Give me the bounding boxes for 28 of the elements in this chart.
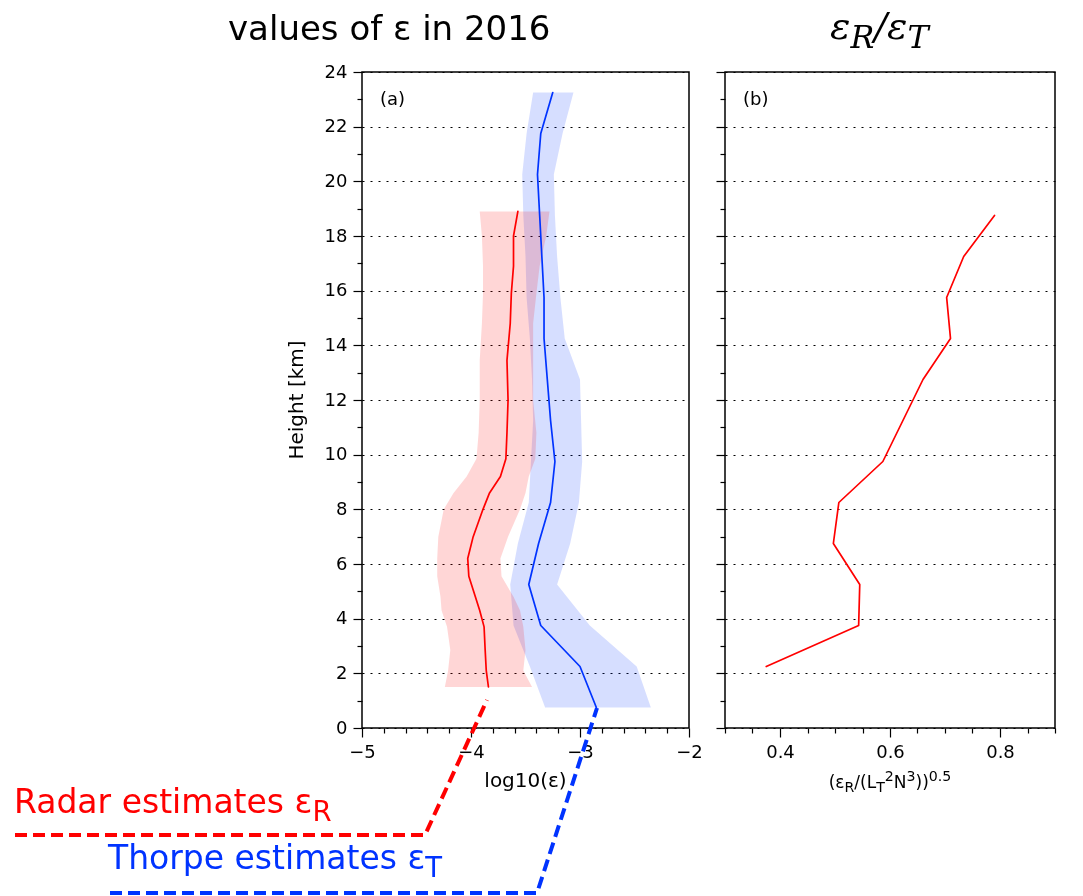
y-tick-label: 0 xyxy=(336,716,348,738)
annotation: (b) xyxy=(743,88,769,109)
y-tick-label: 22 xyxy=(324,115,348,137)
x-tick-label: −2 xyxy=(676,740,703,762)
text: Radar estimates ε$_{R}$ xyxy=(14,782,332,827)
y-tick-label: 10 xyxy=(324,443,348,465)
x-tick-label: −4 xyxy=(458,740,485,762)
text: (ε$_{R}$/(L$_{T}$$^{2}$N$^{3}$))$^{0.5}$ xyxy=(828,768,952,796)
x-tick-label: 0.6 xyxy=(876,740,905,762)
y-tick-label: 18 xyxy=(324,224,348,246)
y-tick-label: 6 xyxy=(336,552,348,574)
y-tick-label: 12 xyxy=(324,388,348,410)
annotation: (a) xyxy=(380,88,406,109)
chart-title: values of ε in 2016 xyxy=(228,8,551,48)
chart-title: ε$_{R}$/ε$_{T}$ xyxy=(830,4,929,55)
y-tick-label: 14 xyxy=(324,333,348,355)
y-tick-label: 24 xyxy=(324,60,348,82)
y-tick-label: 2 xyxy=(336,661,348,683)
y-tick-label: 20 xyxy=(324,169,348,191)
x-tick-label: 0.4 xyxy=(766,740,795,762)
y-tick-label: 16 xyxy=(324,279,348,301)
y-axis-title: Height [km] xyxy=(284,340,308,460)
y-tick-label: 8 xyxy=(336,497,348,519)
text: Thorpe estimates ε$_{T}$ xyxy=(108,838,443,883)
x-tick-label: 0.8 xyxy=(986,740,1015,762)
x-axis-title: log10(ε) xyxy=(484,768,567,792)
y-tick-label: 4 xyxy=(336,607,348,629)
x-tick-label: −5 xyxy=(349,740,376,762)
